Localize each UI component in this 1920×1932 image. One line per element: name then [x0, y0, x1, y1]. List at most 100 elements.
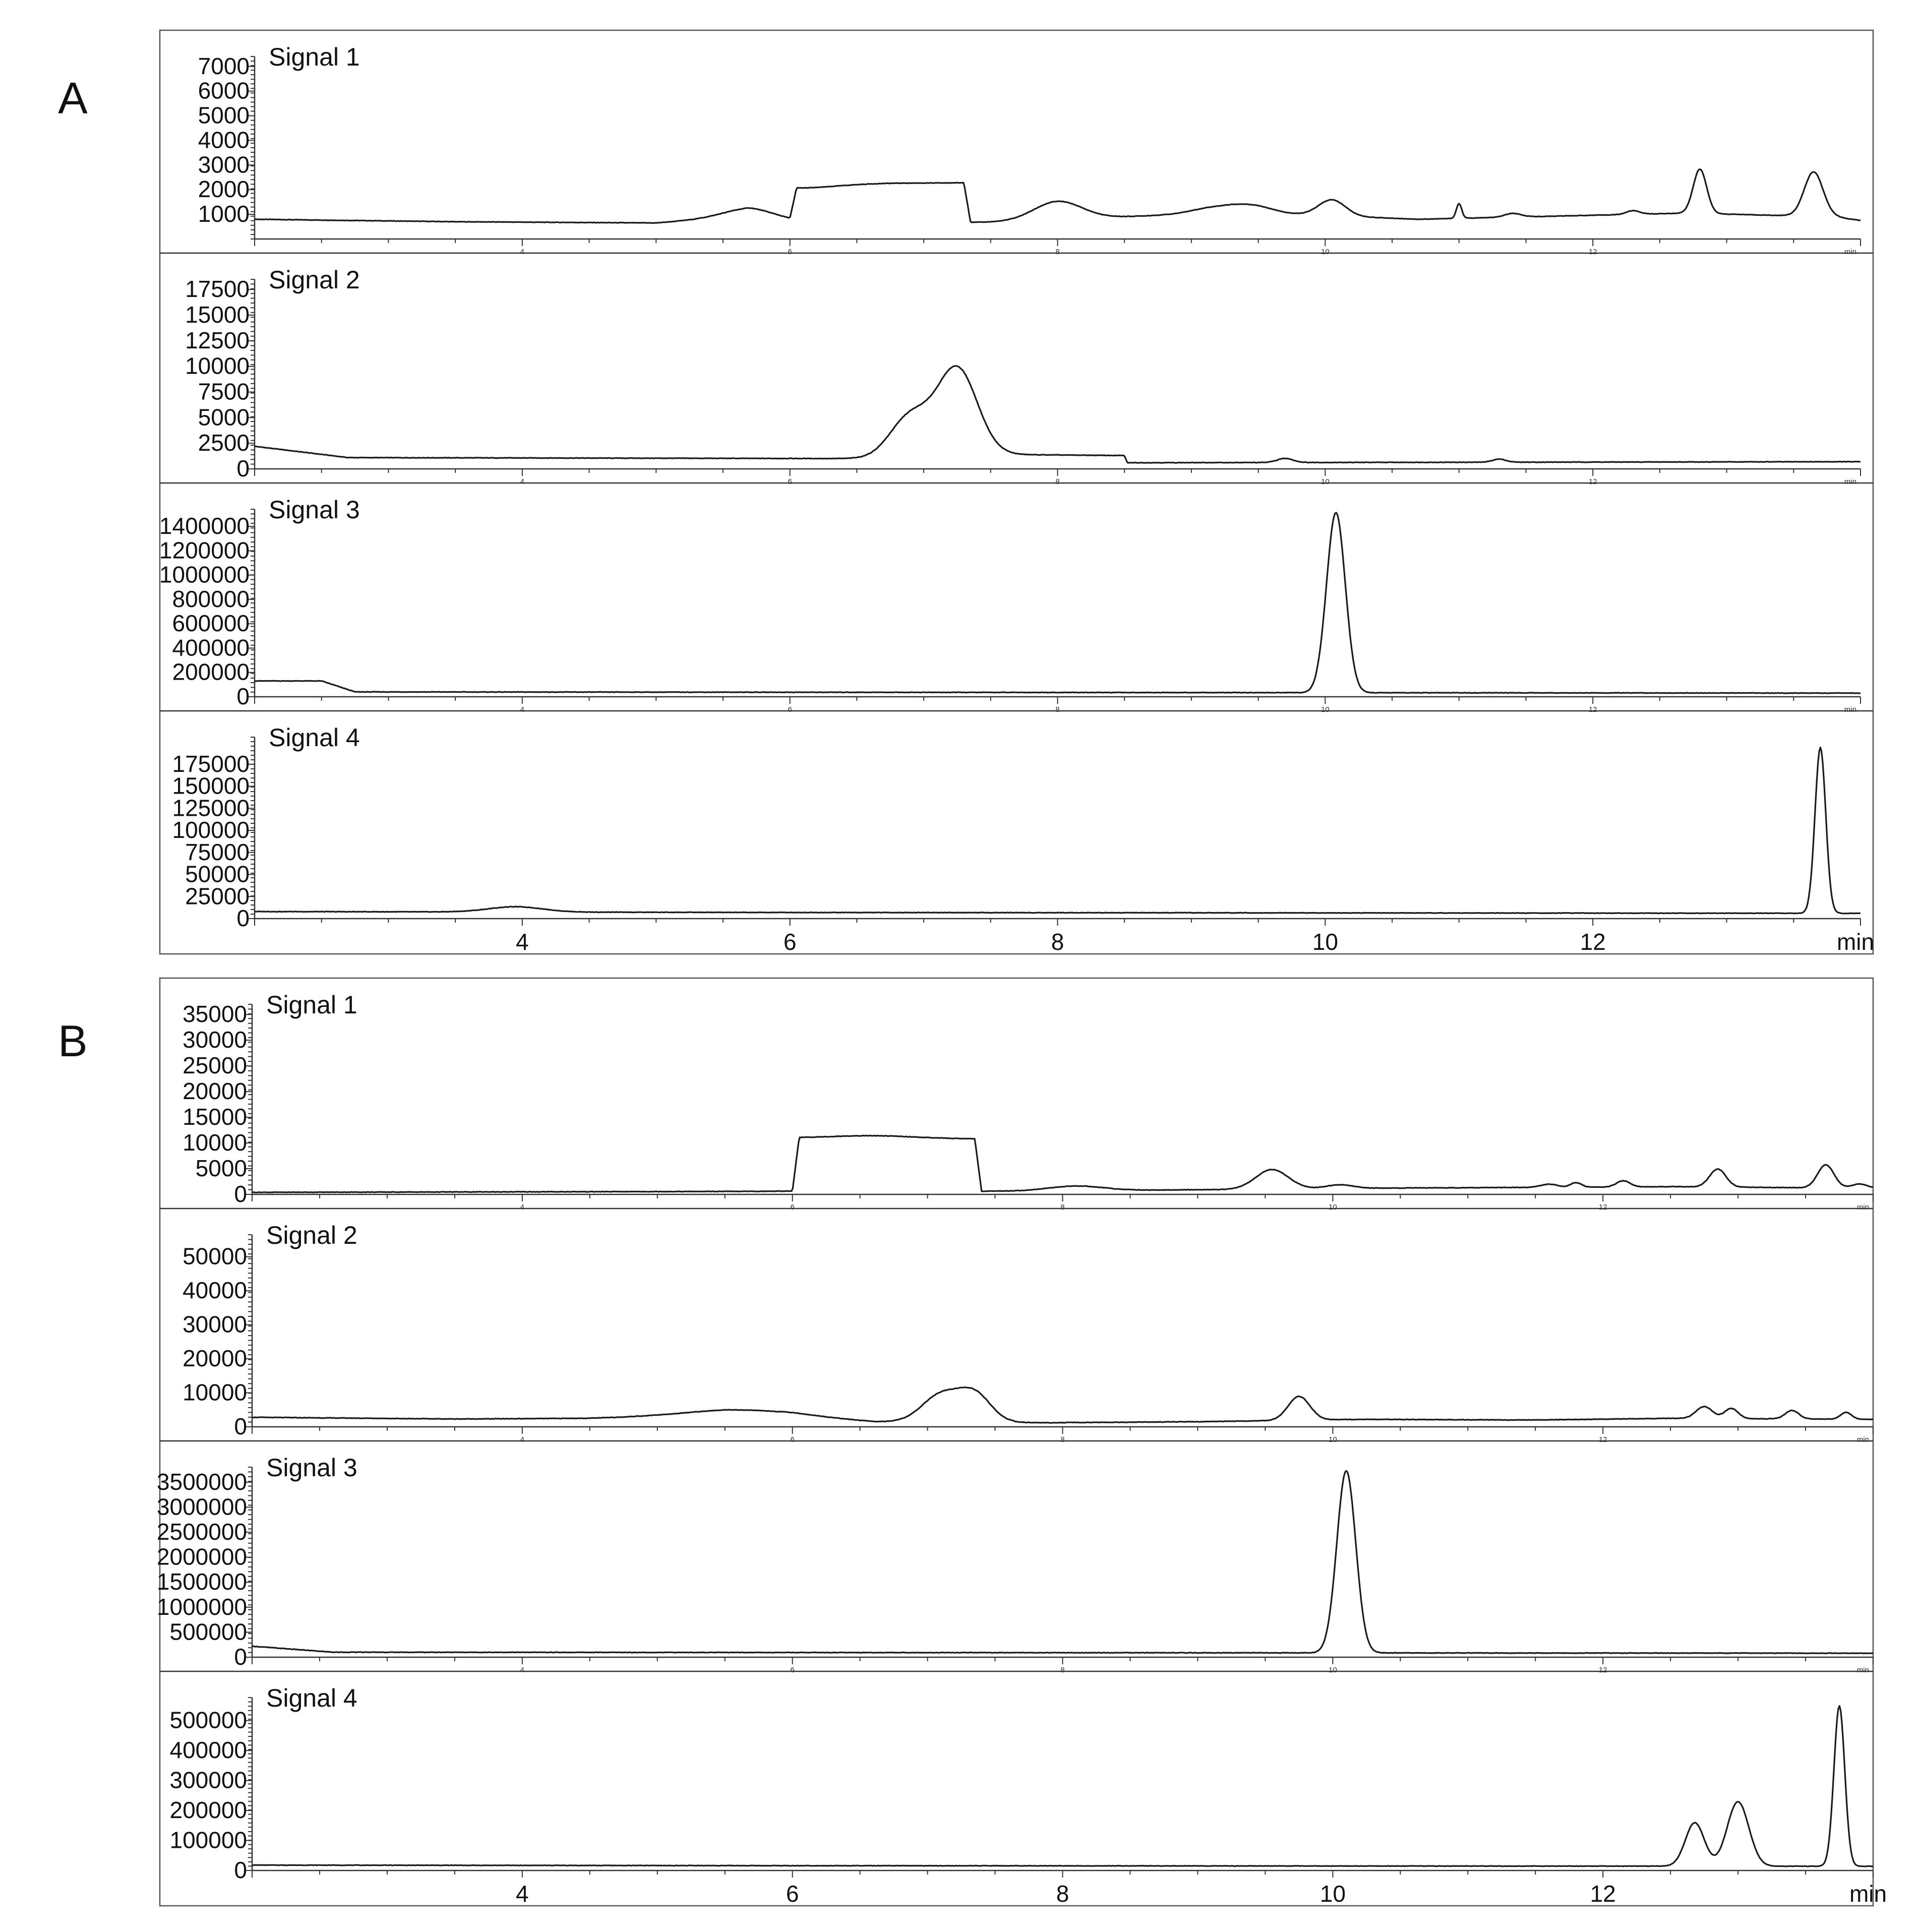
y-tick-label: 2000000 — [157, 1544, 247, 1570]
signal-label: Signal 2 — [269, 266, 360, 294]
y-tick-label: 25000 — [183, 1052, 247, 1078]
x-unit-label: min — [1857, 1203, 1869, 1212]
x-tick-label: 6 — [790, 1203, 794, 1212]
y-tick-label: 4000 — [198, 127, 250, 153]
y-tick-label: 5000 — [196, 1155, 247, 1181]
x-tick-label: 4 — [520, 1203, 524, 1212]
x-tick-label: 12 — [1599, 1666, 1607, 1674]
y-tick-label: 600000 — [172, 610, 250, 636]
y-tick-label: 0 — [236, 905, 250, 931]
y-tick-label: 100000 — [170, 1827, 248, 1853]
signal-label: Signal 1 — [266, 991, 357, 1019]
y-tick-label: 75000 — [185, 839, 250, 865]
y-tick-label: 150000 — [172, 773, 250, 799]
y-tick-label: 6000 — [198, 78, 250, 104]
x-tick-label: 12 — [1580, 929, 1606, 955]
x-tick-label: 4 — [516, 1881, 529, 1907]
x-tick-label: 10 — [1329, 1203, 1337, 1212]
y-tick-label: 2500 — [198, 430, 250, 456]
y-tick-label: 400000 — [170, 1737, 248, 1763]
x-unit-label: min — [1844, 705, 1856, 714]
y-tick-label: 1500000 — [157, 1568, 247, 1595]
y-tick-label: 2500000 — [157, 1519, 247, 1545]
signal-trace — [252, 1386, 1874, 1424]
panel-b-frame — [159, 977, 1874, 1907]
y-tick-label: 50000 — [183, 1243, 247, 1270]
x-tick-label: 6 — [788, 477, 792, 486]
x-tick-label: 12 — [1590, 1881, 1616, 1907]
x-tick-label: 4 — [520, 477, 524, 486]
x-tick-label: 8 — [1055, 477, 1059, 486]
x-unit-label: min — [1849, 1881, 1887, 1907]
x-tick-label: 6 — [784, 929, 797, 955]
signal-label: Signal 4 — [266, 1684, 357, 1712]
y-tick-label: 15000 — [183, 1104, 247, 1130]
y-tick-label: 1200000 — [159, 537, 250, 563]
panel-a-signal-3: 0200000400000600000800000100000012000001… — [159, 482, 1873, 714]
signal-trace — [252, 1705, 1874, 1867]
x-tick-label: 10 — [1321, 705, 1330, 714]
signal-label: Signal 1 — [269, 43, 360, 71]
x-tick-label: 8 — [1055, 705, 1059, 714]
y-tick-label: 0 — [236, 455, 250, 481]
x-tick-label: 10 — [1320, 1881, 1346, 1907]
x-tick-label: 10 — [1329, 1435, 1337, 1444]
y-tick-label: 500000 — [170, 1618, 248, 1645]
y-tick-label: 20000 — [183, 1345, 247, 1371]
x-tick-label: 10 — [1312, 929, 1338, 955]
x-tick-label: 4 — [520, 1435, 524, 1444]
x-tick-label: 10 — [1321, 477, 1330, 486]
x-unit-label: min — [1844, 477, 1856, 486]
x-tick-label: 12 — [1589, 705, 1597, 714]
y-tick-label: 0 — [234, 1644, 247, 1670]
panel-a-signal-4: 0250005000075000100000125000150000175000… — [160, 710, 1874, 955]
x-unit-label: min — [1837, 929, 1874, 955]
y-tick-label: 400000 — [172, 634, 250, 660]
x-tick-label: 6 — [790, 1435, 794, 1444]
y-tick-label: 1000000 — [157, 1594, 247, 1620]
y-tick-label: 1000000 — [159, 562, 250, 588]
x-tick-label: 8 — [1060, 1435, 1064, 1444]
y-tick-label: 5000 — [198, 404, 250, 430]
y-tick-label: 175000 — [172, 751, 250, 777]
y-tick-label: 300000 — [170, 1767, 248, 1793]
panel-b-signal-3: 0500000100000015000002000000250000030000… — [157, 1440, 1874, 1674]
signal-trace — [254, 746, 1861, 915]
x-tick-label: 6 — [788, 248, 792, 256]
x-tick-label: 8 — [1060, 1666, 1064, 1674]
x-tick-label: 4 — [516, 929, 529, 955]
x-tick-label: 10 — [1329, 1666, 1337, 1674]
signal-label: Signal 3 — [266, 1454, 357, 1482]
y-tick-label: 30000 — [183, 1311, 247, 1338]
y-tick-label: 0 — [234, 1413, 247, 1439]
x-tick-label: 4 — [520, 1666, 524, 1674]
y-tick-label: 12500 — [185, 327, 250, 353]
x-unit-label: min — [1857, 1666, 1869, 1674]
x-tick-label: 8 — [1060, 1203, 1064, 1212]
x-tick-label: 12 — [1589, 477, 1597, 486]
signal-trace — [254, 168, 1861, 224]
y-tick-label: 0 — [234, 1857, 247, 1883]
y-tick-label: 200000 — [170, 1797, 248, 1823]
panel-label-b: B — [58, 1016, 88, 1066]
signal-trace — [252, 1134, 1874, 1193]
y-tick-label: 10000 — [185, 353, 250, 379]
panel-b-signal-4: 0 100000 200000 300000 400000 500000 4 6 8 10 12 mi… — [160, 1670, 1887, 1907]
x-tick-label: 12 — [1599, 1435, 1607, 1444]
y-tick-label: 17500 — [185, 276, 250, 302]
signal-trace — [254, 365, 1861, 464]
y-tick-label: 0 — [234, 1181, 247, 1207]
panel-b-signal-2: 0 10000 20000 30000 40000 50000 4 6 8 10 12 min Sign… — [160, 1208, 1874, 1444]
y-tick-label: 200000 — [172, 659, 250, 685]
y-tick-label: 35000 — [183, 1001, 247, 1027]
y-tick-label: 2000 — [198, 176, 250, 202]
x-tick-label: 6 — [786, 1881, 799, 1907]
y-tick-label: 50000 — [185, 861, 250, 887]
y-tick-label: 40000 — [183, 1277, 247, 1303]
y-tick-label: 15000 — [185, 301, 250, 328]
y-tick-label: 5000 — [198, 102, 250, 129]
